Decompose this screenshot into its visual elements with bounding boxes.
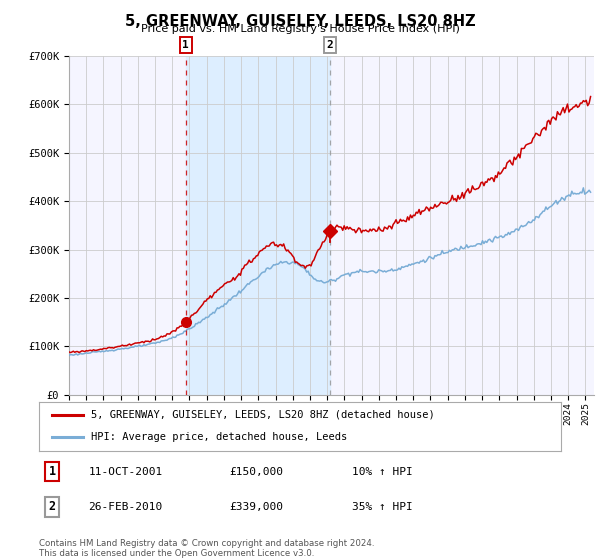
Text: 5, GREENWAY, GUISELEY, LEEDS, LS20 8HZ (detached house): 5, GREENWAY, GUISELEY, LEEDS, LS20 8HZ (… <box>91 410 435 420</box>
Text: 10% ↑ HPI: 10% ↑ HPI <box>352 466 413 477</box>
Text: Contains HM Land Registry data © Crown copyright and database right 2024.
This d: Contains HM Land Registry data © Crown c… <box>39 539 374 558</box>
Text: Price paid vs. HM Land Registry's House Price Index (HPI): Price paid vs. HM Land Registry's House … <box>140 24 460 34</box>
Text: £339,000: £339,000 <box>230 502 284 512</box>
Text: 1: 1 <box>49 465 56 478</box>
Bar <box>186 56 330 395</box>
Text: 2: 2 <box>49 500 56 514</box>
Text: 11-OCT-2001: 11-OCT-2001 <box>89 466 163 477</box>
Text: 5, GREENWAY, GUISELEY, LEEDS, LS20 8HZ: 5, GREENWAY, GUISELEY, LEEDS, LS20 8HZ <box>125 14 475 29</box>
Text: £150,000: £150,000 <box>230 466 284 477</box>
Text: HPI: Average price, detached house, Leeds: HPI: Average price, detached house, Leed… <box>91 432 347 442</box>
Text: 26-FEB-2010: 26-FEB-2010 <box>89 502 163 512</box>
Text: 2: 2 <box>326 40 333 50</box>
Text: 1: 1 <box>182 40 189 50</box>
Text: 35% ↑ HPI: 35% ↑ HPI <box>352 502 413 512</box>
